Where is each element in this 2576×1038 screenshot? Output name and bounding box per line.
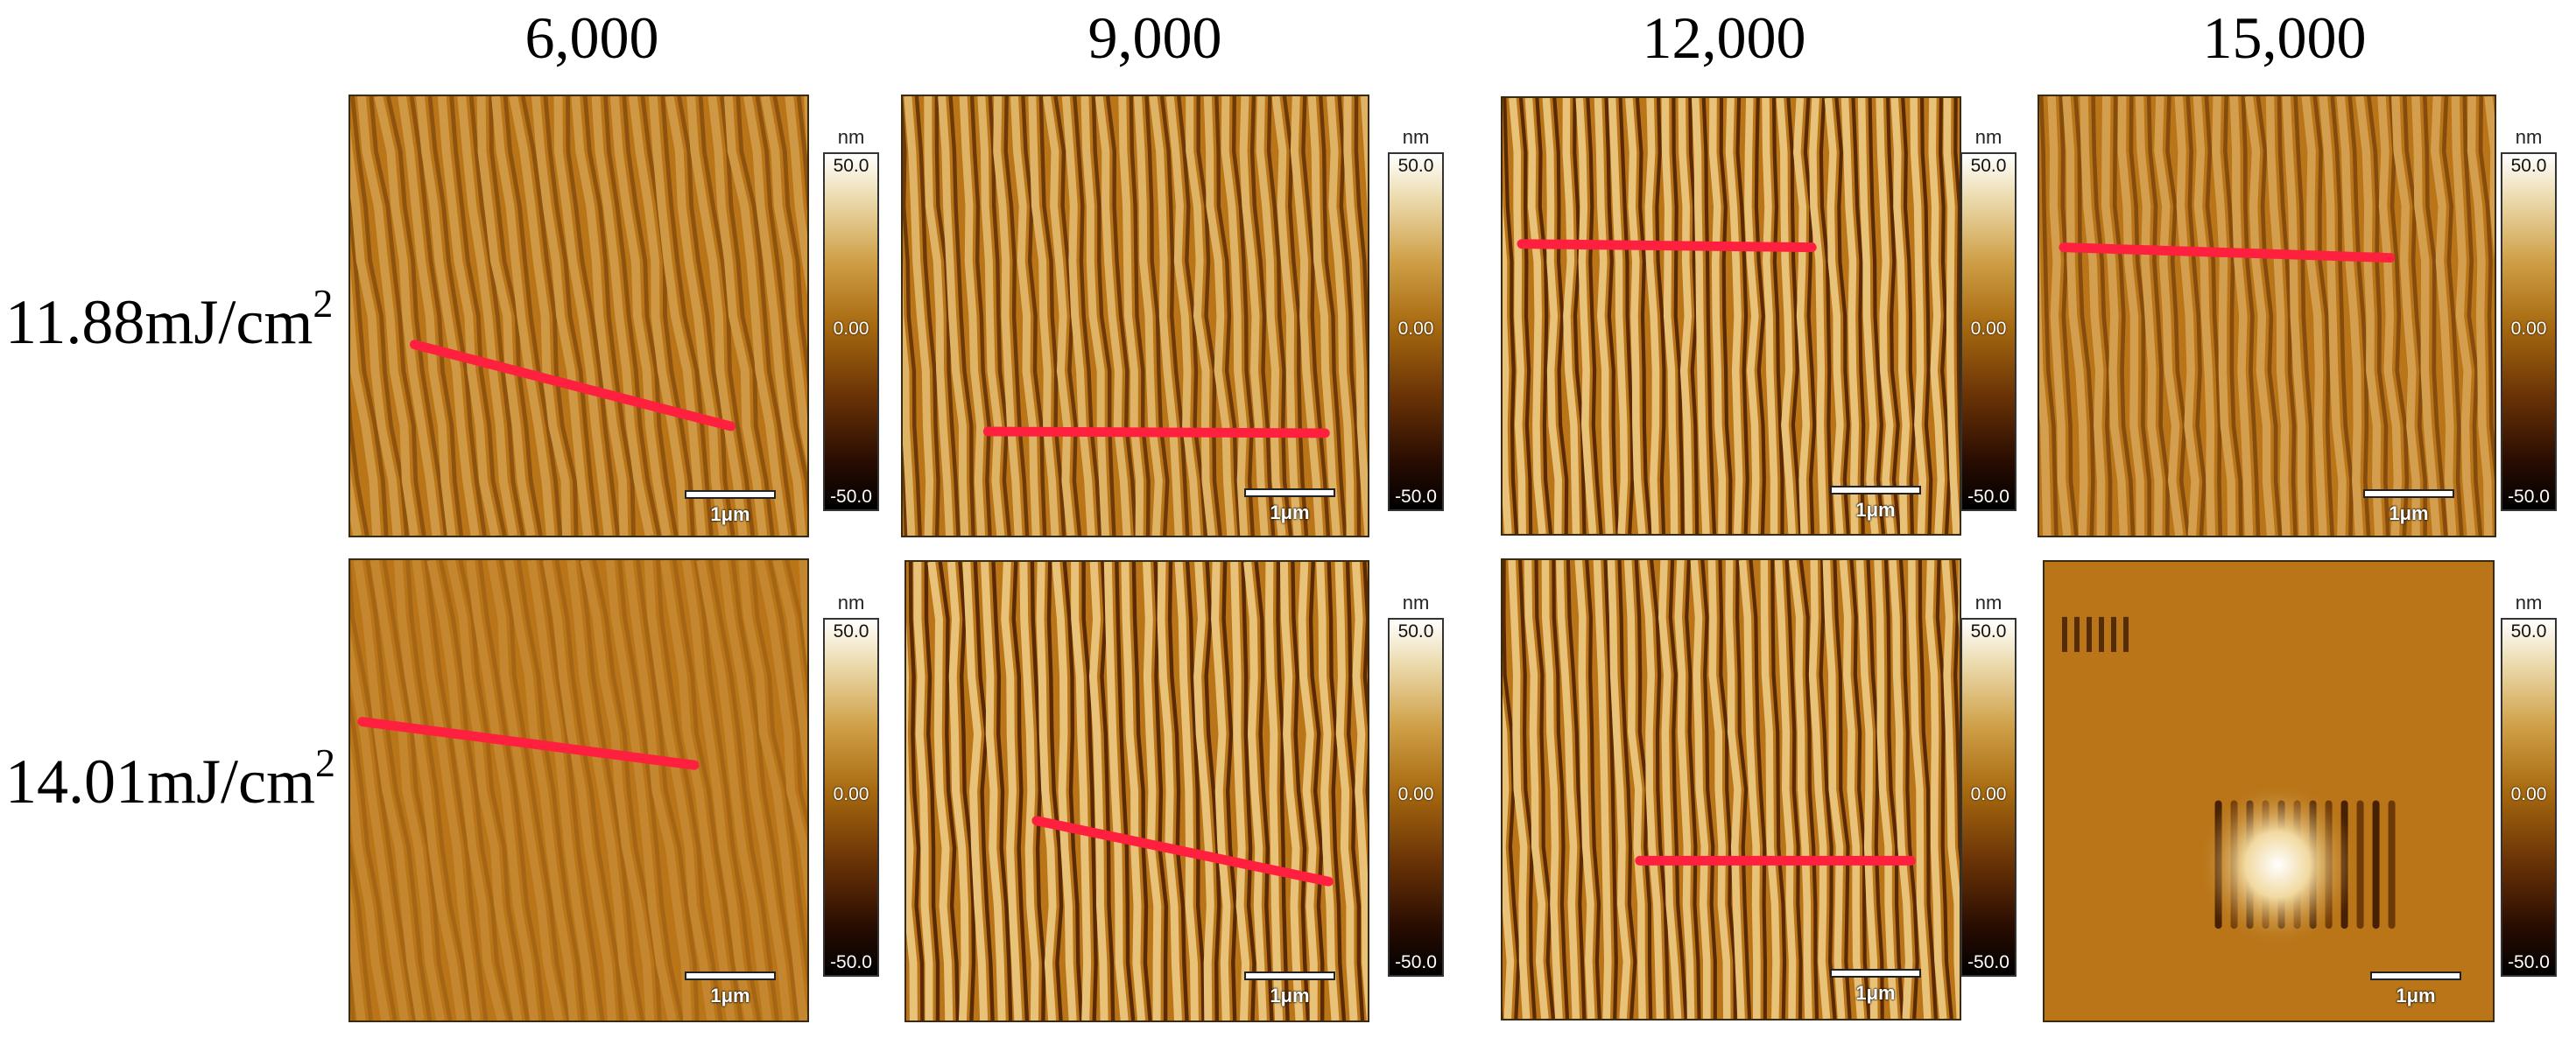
afm-texture [1503, 98, 1960, 534]
colorbar-min: -50.0 [1395, 952, 1437, 972]
scale-bar [685, 971, 776, 980]
colorbar-mid: 0.00 [833, 319, 869, 339]
scale-bar [1244, 971, 1335, 980]
afm-image-r1-c2: 1μm [901, 95, 1369, 537]
scale-bar [2370, 971, 2461, 980]
colorbar-max: 50.0 [1397, 621, 1434, 642]
colorbar-max: 50.0 [2510, 621, 2547, 642]
colorbar-min: -50.0 [2508, 952, 2550, 972]
profile-line [2059, 242, 2396, 263]
colorbar-gradient [1960, 152, 2016, 511]
colorbar-unit: nm [837, 126, 865, 148]
scale-bar-label: 1μm [1270, 985, 1310, 1006]
colorbar-max: 50.0 [833, 621, 869, 642]
afm-texture [2045, 562, 2493, 1020]
colorbar-unit: nm [1402, 592, 1430, 614]
colorbar-r2-c3: nm 50.0 0.00 -50.0 [1960, 592, 2016, 977]
colorbar-min: -50.0 [1967, 952, 2009, 972]
colorbar-r2-c2: nm 50.0 0.00 -50.0 [1388, 592, 1444, 977]
colorbar-gradient [823, 618, 879, 977]
colorbar-r1-c4: nm 50.0 0.00 -50.0 [2501, 126, 2557, 511]
colorbar-max: 50.0 [833, 156, 869, 176]
colorbar-max: 50.0 [1970, 156, 2007, 176]
scale-bar-label: 1μm [710, 985, 750, 1006]
afm-image-r1-c1: 1μm [348, 95, 809, 537]
afm-image-r2-c1: 1μm [348, 558, 809, 1022]
profile-line [1517, 239, 1817, 253]
profile-line [1635, 855, 1916, 866]
colorbar-min: -50.0 [2508, 487, 2550, 507]
colorbar-mid: 0.00 [1397, 319, 1434, 339]
afm-image-r2-c3: 1μm [1501, 558, 1961, 1020]
afm-texture [2039, 96, 2495, 536]
column-title-12000: 12,000 [1642, 4, 1806, 71]
column-title-15000: 15,000 [2202, 4, 2367, 71]
colorbar-gradient [2501, 618, 2557, 977]
colorbar-max: 50.0 [2510, 156, 2547, 176]
column-title-9000: 9,000 [1087, 4, 1222, 71]
colorbar-gradient [823, 152, 879, 511]
colorbar-mid: 0.00 [1970, 319, 2007, 339]
afm-texture [350, 96, 807, 536]
scale-bar [1830, 969, 1921, 978]
profile-line [410, 340, 736, 431]
scale-bar-label: 1μm [2396, 985, 2436, 1006]
column-title-6000: 6,000 [524, 4, 659, 71]
colorbar-unit: nm [1974, 126, 2002, 148]
colorbar-r2-c1: nm 50.0 0.00 -50.0 [823, 592, 879, 977]
colorbar-gradient [1960, 618, 2016, 977]
afm-texture [903, 96, 1368, 536]
profile-line [357, 717, 700, 770]
colorbar-r2-c4: nm 50.0 0.00 -50.0 [2501, 592, 2557, 977]
colorbar-mid: 0.00 [1397, 784, 1434, 804]
colorbar-r1-c3: nm 50.0 0.00 -50.0 [1960, 126, 2016, 511]
colorbar-mid: 0.00 [2510, 319, 2547, 339]
colorbar-r1-c2: nm 50.0 0.00 -50.0 [1388, 126, 1444, 511]
colorbar-gradient [1388, 618, 1444, 977]
colorbar-mid: 0.00 [833, 784, 869, 804]
afm-image-r1-c4: 1μm [2038, 95, 2496, 537]
colorbar-gradient [2501, 152, 2557, 511]
colorbar-mid: 0.00 [2510, 784, 2547, 804]
colorbar-max: 50.0 [1397, 156, 1434, 176]
afm-image-r2-c2: 1μm [904, 560, 1369, 1022]
afm-image-r2-c4: 1μm [2043, 560, 2495, 1022]
colorbar-r1-c1: nm 50.0 0.00 -50.0 [823, 126, 879, 511]
colorbar-unit: nm [1402, 126, 1430, 148]
scale-bar-label: 1μm [710, 503, 750, 525]
scale-bar [1244, 488, 1335, 497]
afm-texture [906, 562, 1368, 1020]
scale-bar [2363, 489, 2454, 498]
colorbar-unit: nm [2515, 126, 2543, 148]
colorbar-min: -50.0 [830, 487, 872, 507]
scale-bar [685, 490, 776, 499]
afm-texture [1503, 560, 1960, 1019]
colorbar-mid: 0.00 [1970, 784, 2007, 804]
colorbar-unit: nm [1974, 592, 2002, 614]
afm-texture [350, 560, 807, 1020]
row-label-fluence-2: 14.01mJ/cm2 [5, 740, 335, 817]
colorbar-unit: nm [2515, 592, 2543, 614]
colorbar-max: 50.0 [1970, 621, 2007, 642]
scale-bar-label: 1μm [1855, 982, 1896, 1004]
colorbar-unit: nm [837, 592, 865, 614]
colorbar-min: -50.0 [1395, 487, 1437, 507]
scale-bar-label: 1μm [1270, 501, 1310, 523]
colorbar-gradient [1388, 152, 1444, 511]
profile-line [1031, 816, 1334, 887]
colorbar-min: -50.0 [1967, 487, 2009, 507]
scale-bar [1830, 486, 1921, 494]
profile-line [982, 426, 1330, 438]
scale-bar-label: 1μm [2389, 502, 2429, 524]
afm-image-r1-c3: 1μm [1501, 96, 1961, 536]
colorbar-min: -50.0 [830, 952, 872, 972]
row-label-fluence-1: 11.88mJ/cm2 [5, 281, 334, 357]
scale-bar-label: 1μm [1855, 499, 1896, 521]
